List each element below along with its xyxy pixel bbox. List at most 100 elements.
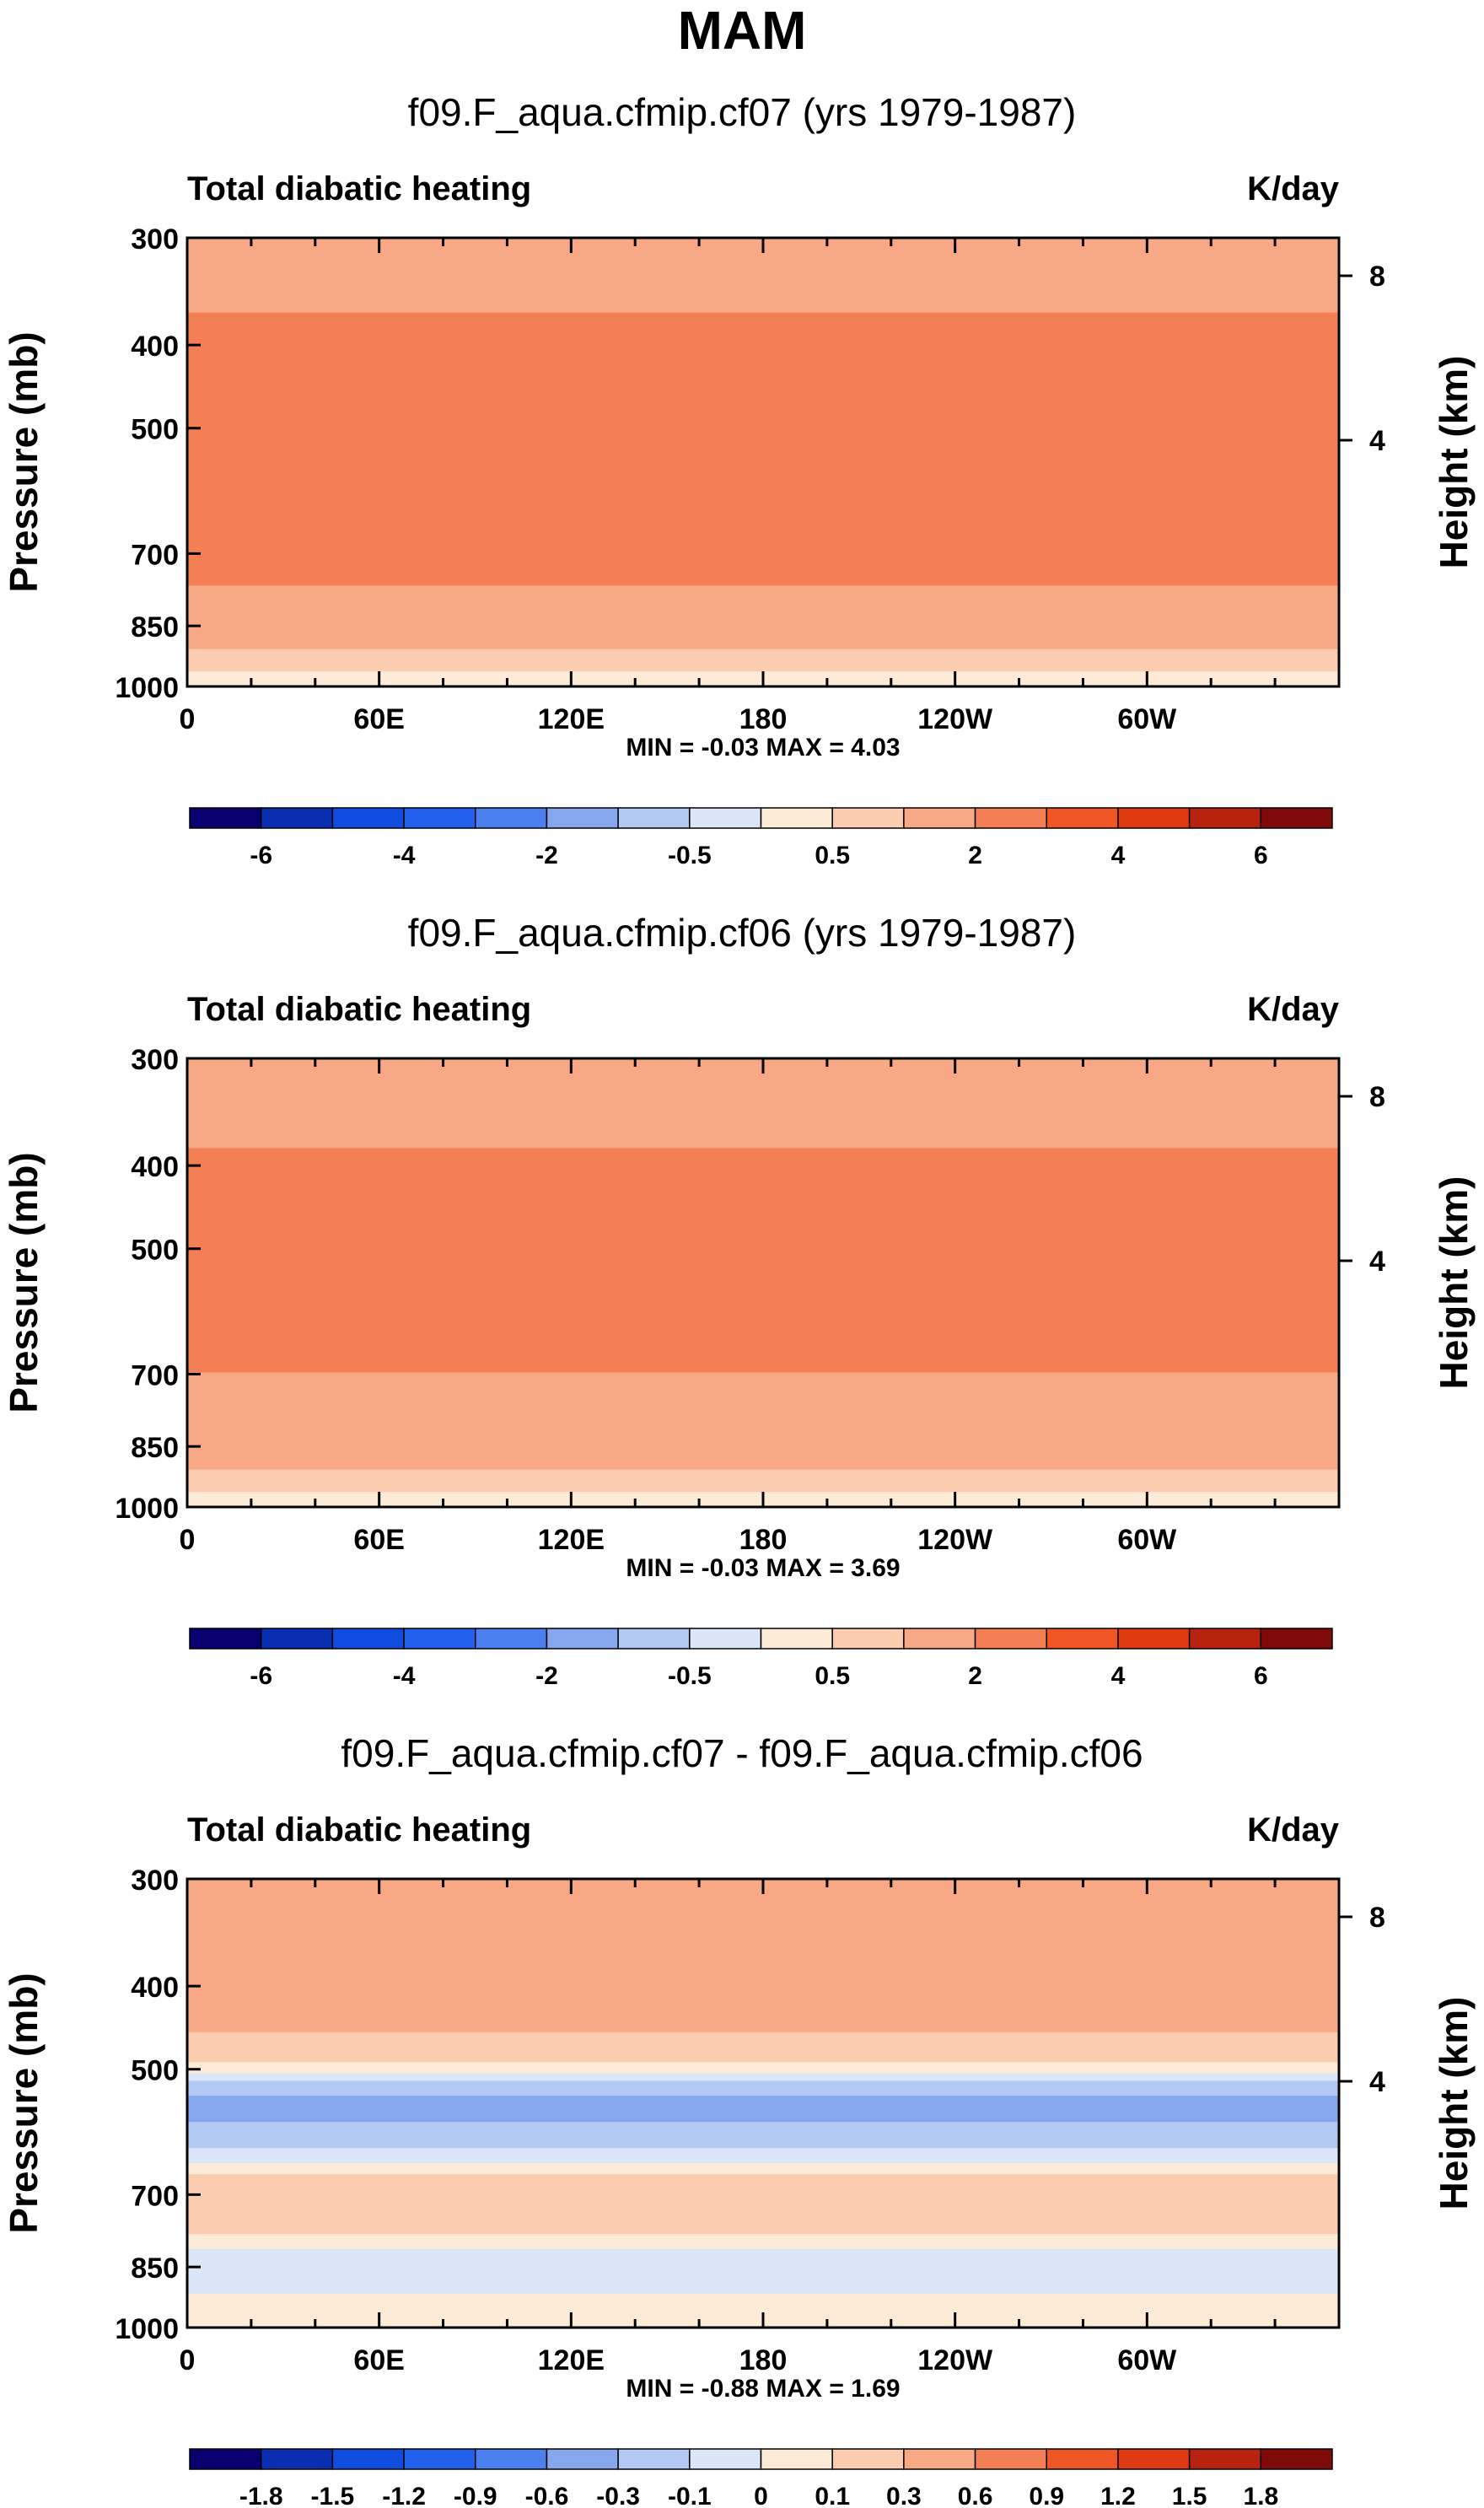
field-band bbox=[187, 304, 1339, 309]
field-band bbox=[187, 1137, 1339, 1142]
field-band bbox=[187, 1159, 1339, 1164]
field-band bbox=[187, 361, 1339, 366]
field-band bbox=[187, 364, 1339, 369]
x-tick-label: 60W bbox=[1117, 1524, 1177, 1556]
field-band bbox=[187, 2166, 1339, 2172]
field-band bbox=[187, 1338, 1339, 1343]
colorbar-label: -0.1 bbox=[668, 2483, 712, 2508]
field-band bbox=[187, 536, 1339, 541]
field-band bbox=[187, 585, 1339, 590]
field-band bbox=[187, 1368, 1339, 1373]
field-band bbox=[187, 2103, 1339, 2108]
colorbar-swatch bbox=[903, 1628, 976, 1650]
right-axis-title: Height (km) bbox=[1432, 1997, 1476, 2210]
x-tick-label: 180 bbox=[739, 703, 788, 735]
field-band bbox=[187, 1155, 1339, 1160]
field-band bbox=[187, 350, 1339, 355]
field-band bbox=[187, 1114, 1339, 1119]
field-band bbox=[187, 1387, 1339, 1392]
field-band bbox=[187, 2193, 1339, 2198]
field-band bbox=[187, 2129, 1339, 2134]
colorbar-label: 1.5 bbox=[1172, 2483, 1207, 2508]
field-band bbox=[187, 455, 1339, 460]
y-axis-title: Pressure (mb) bbox=[2, 1972, 46, 2233]
field-band bbox=[187, 596, 1339, 601]
colorbar-swatch bbox=[1260, 1628, 1333, 1650]
field-band bbox=[187, 2148, 1339, 2153]
field-band bbox=[187, 2073, 1339, 2078]
field-band bbox=[187, 510, 1339, 515]
y-tick-label: 300 bbox=[131, 223, 179, 256]
field-band bbox=[187, 562, 1339, 568]
field-band bbox=[187, 627, 1339, 632]
y-tick-label: 500 bbox=[131, 414, 179, 446]
y-tick-label: 500 bbox=[131, 1235, 179, 1267]
colorbar-swatch bbox=[903, 807, 976, 829]
field-band bbox=[187, 656, 1339, 661]
right-tick-label: 8 bbox=[1369, 261, 1385, 293]
field-band bbox=[187, 1177, 1339, 1182]
colorbar-label: 1.2 bbox=[1100, 2483, 1136, 2508]
field-band bbox=[187, 630, 1339, 635]
field-band bbox=[187, 1391, 1339, 1396]
field-band bbox=[187, 1294, 1339, 1299]
field-band bbox=[187, 1106, 1339, 1111]
y-axis-title: Pressure (mb) bbox=[2, 1152, 46, 1413]
field-band bbox=[187, 2058, 1339, 2063]
field-band bbox=[187, 458, 1339, 463]
field-band bbox=[187, 320, 1339, 325]
colorbar-label: 2 bbox=[968, 842, 982, 869]
colorbar-label: -1.5 bbox=[311, 2483, 355, 2508]
field-band bbox=[187, 1447, 1339, 1452]
colorbar-swatch bbox=[475, 807, 548, 829]
field-band bbox=[187, 2162, 1339, 2167]
field-band bbox=[187, 492, 1339, 497]
field-band bbox=[187, 293, 1339, 299]
colorbar: -6 -4 -2 -0.5 0.5 2 4 6 bbox=[189, 1628, 1333, 1690]
field-band bbox=[187, 2248, 1339, 2253]
field-band bbox=[187, 1073, 1339, 1078]
field-band bbox=[187, 312, 1339, 317]
right-axis-title: Height (km) bbox=[1432, 1176, 1476, 1390]
colorbar-swatch bbox=[903, 2448, 976, 2470]
field-band bbox=[187, 1111, 1339, 1116]
field-band bbox=[187, 1252, 1339, 1257]
field-band bbox=[187, 1305, 1339, 1310]
colorbar-swatch bbox=[403, 807, 476, 829]
field-band bbox=[187, 1991, 1339, 1996]
field-band bbox=[187, 2208, 1339, 2213]
field-band bbox=[187, 2245, 1339, 2250]
field-band bbox=[187, 1133, 1339, 1138]
field-band bbox=[187, 2196, 1339, 2201]
colorbar-swatch bbox=[546, 1628, 619, 1650]
field-band bbox=[187, 2032, 1339, 2037]
field-band bbox=[187, 2242, 1339, 2247]
field-band bbox=[187, 1398, 1339, 1403]
field-band bbox=[187, 1148, 1339, 1153]
field-band bbox=[187, 450, 1339, 455]
field-band bbox=[187, 1919, 1339, 1924]
colorbar-label: -1.2 bbox=[382, 2483, 426, 2508]
field-band bbox=[187, 2185, 1339, 2190]
field-band bbox=[187, 578, 1339, 583]
field-band bbox=[187, 1226, 1339, 1231]
field-band bbox=[187, 1342, 1339, 1347]
colorbar-swatch bbox=[546, 2448, 619, 2470]
field-band bbox=[187, 547, 1339, 552]
field-band bbox=[187, 346, 1339, 351]
field-band bbox=[187, 2294, 1339, 2299]
x-tick-label: 180 bbox=[739, 2344, 788, 2376]
field-band bbox=[187, 2136, 1339, 2141]
field-band bbox=[187, 323, 1339, 328]
colorbar-swatch bbox=[760, 1628, 833, 1650]
field-band bbox=[187, 1440, 1339, 1445]
field-band bbox=[187, 435, 1339, 440]
field-band bbox=[187, 1946, 1339, 1951]
field-band bbox=[187, 256, 1339, 261]
colorbar-swatch bbox=[689, 2448, 762, 2470]
field-band bbox=[187, 331, 1339, 336]
colorbar-swatch bbox=[331, 1628, 405, 1650]
colorbar-swatch bbox=[189, 1628, 262, 1650]
field-band bbox=[187, 507, 1339, 512]
y-tick-label: 850 bbox=[131, 611, 179, 643]
